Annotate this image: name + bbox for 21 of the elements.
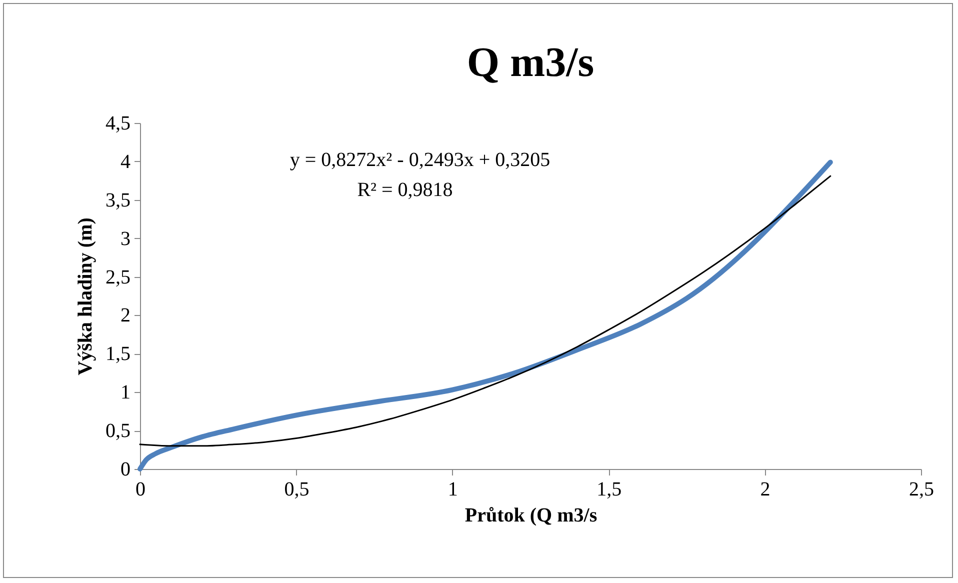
x-tick-label: 0 <box>136 478 146 500</box>
x-tick-label: 0,5 <box>284 478 310 500</box>
annotation: R² = 0,9818 <box>357 179 453 201</box>
chart-title: Q m3/s <box>466 40 594 86</box>
annotation: y = 0,8272x² - 0,2493x + 0,3205 <box>290 149 550 171</box>
y-tick-label: 3,5 <box>106 189 130 212</box>
y-tick-label: 2,5 <box>106 266 130 288</box>
x-tick-label: 2,5 <box>909 478 934 500</box>
y-tick-label: 4 <box>120 150 130 173</box>
y-tick-label: 2 <box>120 304 130 327</box>
y-tick-label: 3 <box>120 228 130 250</box>
y-tick-label: 0,5 <box>106 420 130 442</box>
y-axis-title: Výška hladiny (m) <box>74 218 96 376</box>
x-axis-title: Průtok (Q m3/s <box>464 504 598 526</box>
x-tick-label: 1 <box>448 478 458 500</box>
y-tick-label: 0 <box>120 458 130 480</box>
y-tick-label: 4,5 <box>106 112 130 134</box>
y-tick-label: 1 <box>120 382 130 404</box>
x-tick-label: 2 <box>760 478 770 500</box>
x-tick-label: 1,5 <box>596 478 622 500</box>
y-tick-label: 1,5 <box>106 343 130 366</box>
